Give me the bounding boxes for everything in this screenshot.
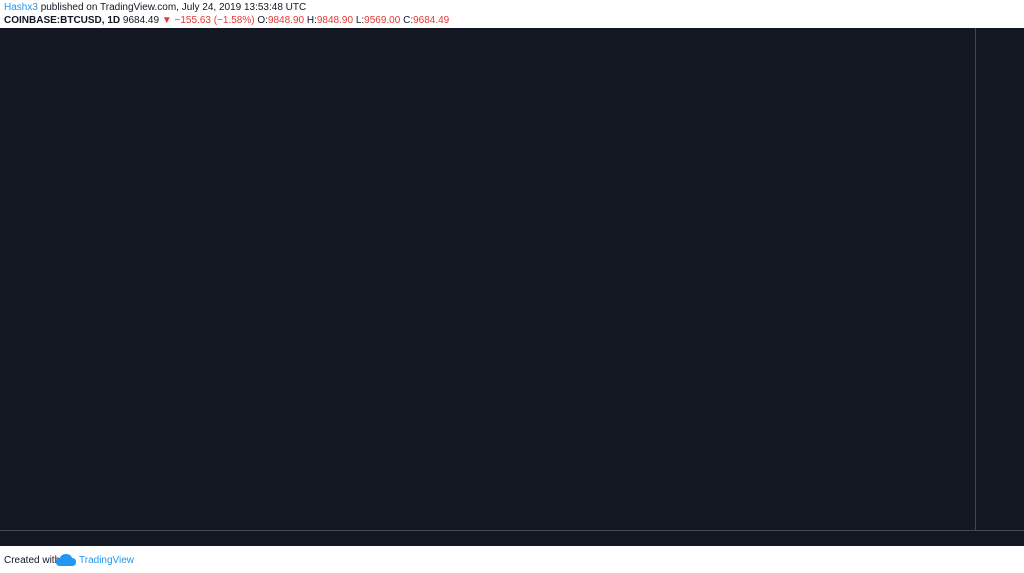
published: published on TradingView.com, July 24, 2… — [41, 2, 307, 13]
chart-background — [0, 28, 1024, 546]
change: −155.63 (−1.58%) — [175, 15, 255, 26]
footer-text: Created with — [4, 555, 60, 566]
symbol: COINBASE:BTCUSD, 1D — [4, 15, 120, 26]
footer: Created with TradingView — [4, 554, 135, 566]
high-label: H: — [307, 15, 317, 26]
author[interactable]: Hashx3 — [4, 2, 38, 13]
last: 9684.49 — [123, 15, 160, 26]
low-label: L: — [356, 15, 364, 26]
footer-brand[interactable]: TradingView — [79, 555, 135, 566]
arrow: ▼ — [162, 15, 172, 26]
close-label: C: — [403, 15, 413, 26]
publish-line: Hashx3 published on TradingView.com, Jul… — [4, 2, 306, 13]
low-value: 9569.00 — [364, 15, 401, 26]
high-value: 9848.90 — [317, 15, 354, 26]
open-label: O: — [257, 15, 268, 26]
tradingview-logo — [56, 554, 76, 566]
open-value: 9848.90 — [268, 15, 305, 26]
quote-line: COINBASE:BTCUSD, 1D 9684.49 ▼ −155.63 (−… — [4, 15, 450, 26]
close-value: 9684.49 — [413, 15, 450, 26]
